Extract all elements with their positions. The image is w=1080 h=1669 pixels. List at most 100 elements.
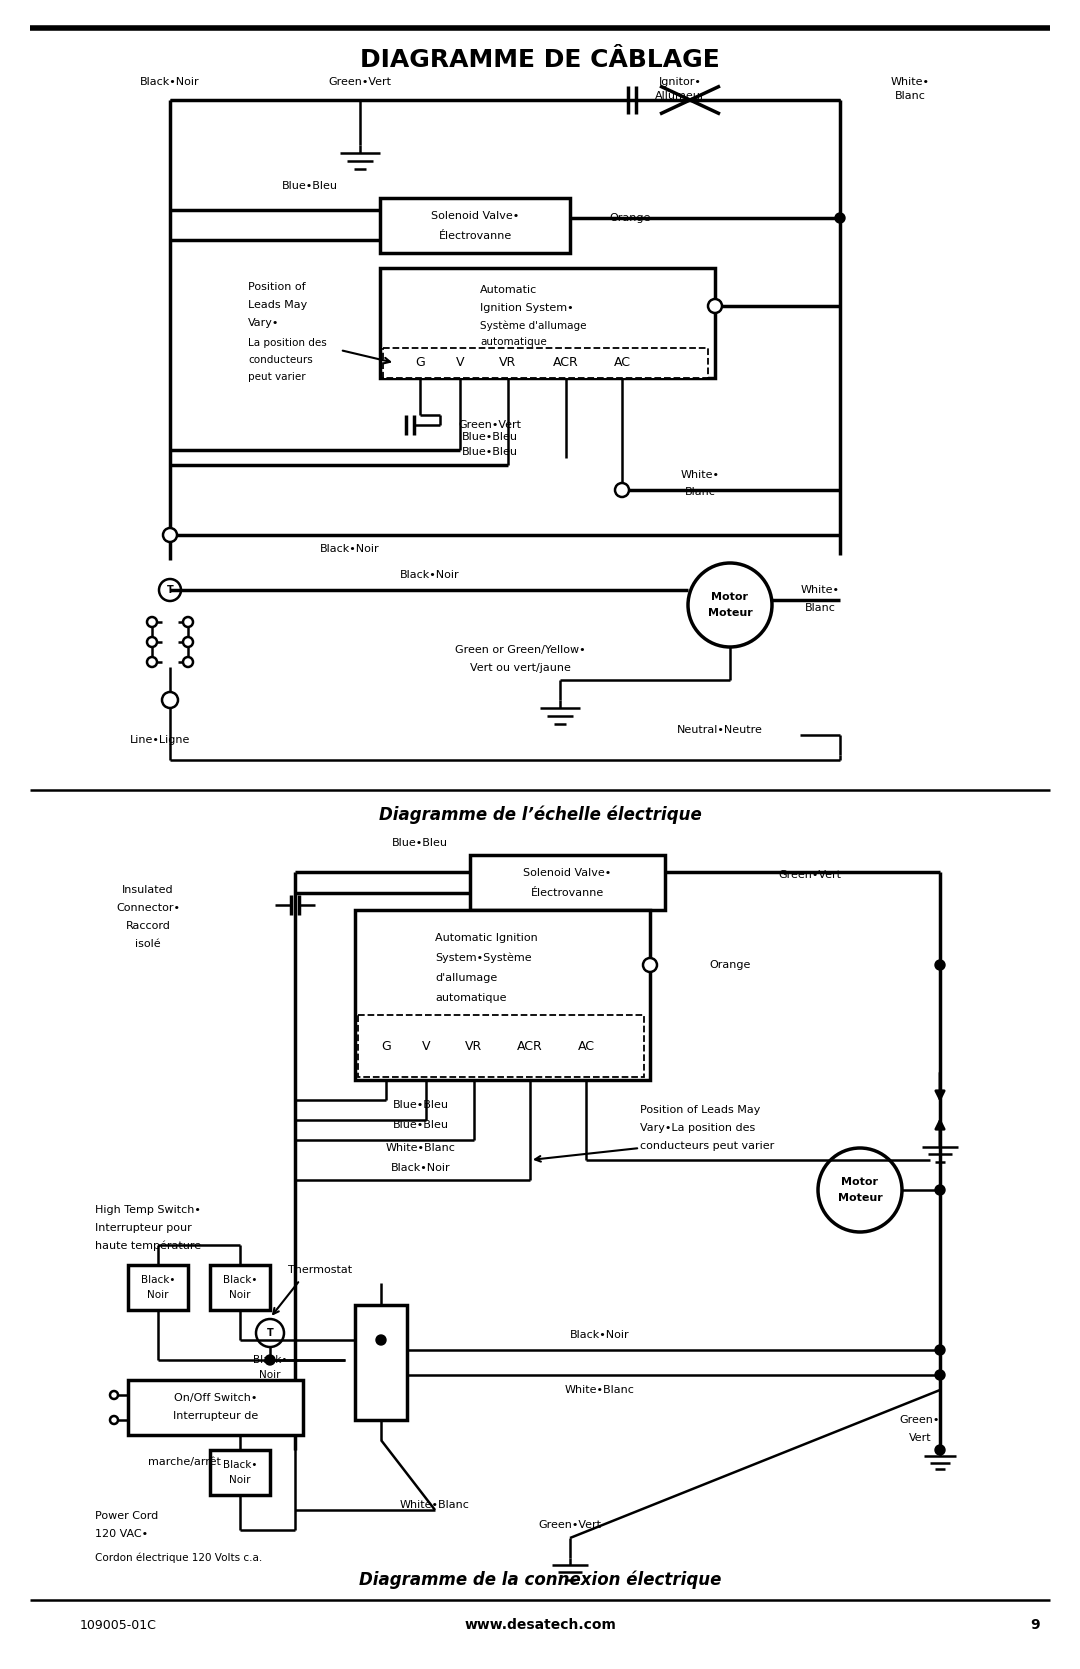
Text: d'allumage: d'allumage [435, 973, 497, 983]
Circle shape [110, 1390, 118, 1399]
Text: Motor: Motor [841, 1177, 878, 1187]
Circle shape [183, 638, 193, 648]
Bar [355, 910, 650, 1080]
Text: White•: White• [680, 471, 719, 481]
Text: Black•: Black• [222, 1275, 257, 1285]
Text: 109005-01C: 109005-01C [80, 1619, 157, 1632]
Circle shape [835, 214, 845, 224]
Text: automatique: automatique [480, 337, 546, 347]
Text: Black•Noir: Black•Noir [391, 1163, 450, 1173]
Text: Thermostat: Thermostat [288, 1265, 352, 1275]
Text: Vert ou vert/jaune: Vert ou vert/jaune [470, 663, 570, 673]
Text: Line•Ligne: Line•Ligne [130, 734, 190, 744]
Text: Moteur: Moteur [707, 608, 753, 618]
Text: isolé: isolé [135, 940, 161, 950]
Text: Green•Vert: Green•Vert [779, 870, 841, 880]
Text: 9: 9 [1030, 1617, 1040, 1632]
Bar [380, 269, 715, 377]
Circle shape [147, 638, 157, 648]
Text: Neutral•Neutre: Neutral•Neutre [677, 724, 762, 734]
Text: marche/arrêt: marche/arrêt [148, 1457, 221, 1467]
Text: Blue•Bleu: Blue•Bleu [392, 838, 448, 848]
Text: AC: AC [613, 357, 631, 369]
Circle shape [935, 1370, 945, 1380]
Text: V: V [456, 357, 464, 369]
Text: Green•Vert: Green•Vert [328, 77, 391, 87]
Text: peut varier: peut varier [248, 372, 306, 382]
Text: Blue•Bleu: Blue•Bleu [462, 432, 518, 442]
Text: Leads May: Leads May [248, 300, 307, 310]
Bar [383, 349, 708, 377]
Text: Automatic Ignition: Automatic Ignition [435, 933, 538, 943]
Text: Black•Noir: Black•Noir [570, 1330, 630, 1340]
Text: T: T [166, 586, 174, 596]
Text: Position of: Position of [248, 282, 306, 292]
Circle shape [147, 618, 157, 628]
Text: White•Blanc: White•Blanc [386, 1143, 456, 1153]
Text: 120 VAC•: 120 VAC• [95, 1529, 148, 1539]
Text: Solenoid Valve•: Solenoid Valve• [431, 210, 519, 220]
Circle shape [708, 299, 723, 314]
Text: Black•: Black• [253, 1355, 287, 1365]
Text: High Temp Switch•: High Temp Switch• [95, 1205, 201, 1215]
Text: Solenoid Valve•: Solenoid Valve• [524, 868, 611, 878]
Text: G: G [415, 357, 424, 369]
Text: Blanc: Blanc [894, 92, 926, 102]
Text: www.desatech.com: www.desatech.com [464, 1617, 616, 1632]
Text: White•: White• [891, 77, 930, 87]
Circle shape [147, 658, 157, 668]
Text: conducteurs: conducteurs [248, 355, 313, 366]
Text: Système d'allumage: Système d'allumage [480, 320, 586, 330]
Text: On/Off Switch•: On/Off Switch• [174, 1394, 258, 1404]
Circle shape [183, 618, 193, 628]
Bar [210, 1450, 270, 1495]
Text: Interrupteur pour: Interrupteur pour [95, 1223, 192, 1233]
Text: Vary•La position des: Vary•La position des [640, 1123, 755, 1133]
Bar [129, 1380, 303, 1435]
Text: Électrovanne: Électrovanne [438, 230, 512, 240]
Circle shape [163, 527, 177, 542]
Text: Blue•Bleu: Blue•Bleu [393, 1120, 449, 1130]
Text: Blanc: Blanc [805, 603, 836, 613]
Text: Raccord: Raccord [125, 921, 171, 931]
Text: White•Blanc: White•Blanc [400, 1500, 470, 1510]
Text: Ignitor•: Ignitor• [659, 77, 701, 87]
Text: T: T [267, 1329, 273, 1339]
Text: Vary•: Vary• [248, 319, 280, 329]
Text: Insulated: Insulated [122, 885, 174, 895]
Text: Vert: Vert [908, 1434, 931, 1444]
Text: Moteur: Moteur [838, 1193, 882, 1203]
Text: VR: VR [499, 357, 516, 369]
Text: Noir: Noir [259, 1370, 281, 1380]
Text: conducteurs peut varier: conducteurs peut varier [640, 1142, 774, 1152]
Text: Black•: Black• [140, 1275, 175, 1285]
Circle shape [615, 482, 629, 497]
Text: Noir: Noir [147, 1290, 168, 1300]
Text: ACR: ACR [553, 357, 579, 369]
Text: Blue•Bleu: Blue•Bleu [282, 180, 338, 190]
Text: Blue•Bleu: Blue•Bleu [393, 1100, 449, 1110]
Text: Orange: Orange [710, 960, 751, 970]
Text: DIAGRAMME DE CÂBLAGE: DIAGRAMME DE CÂBLAGE [360, 48, 720, 72]
Circle shape [110, 1415, 118, 1424]
Text: Diagramme de l’échelle électrique: Diagramme de l’échelle électrique [379, 806, 701, 824]
Bar [355, 1305, 407, 1420]
Text: Allumeur: Allumeur [654, 92, 705, 102]
Bar [380, 199, 570, 254]
Text: System•Système: System•Système [435, 953, 531, 963]
Circle shape [643, 958, 657, 971]
Circle shape [935, 960, 945, 970]
Text: White•: White• [800, 586, 839, 596]
Text: Black•Noir: Black•Noir [140, 77, 200, 87]
Circle shape [162, 693, 178, 708]
Text: Black•Noir: Black•Noir [401, 571, 460, 581]
Text: Green•Vert: Green•Vert [459, 421, 522, 431]
Circle shape [265, 1355, 275, 1365]
Text: Position of Leads May: Position of Leads May [640, 1105, 760, 1115]
Text: Électrovanne: Électrovanne [531, 888, 604, 898]
Text: Connector•: Connector• [116, 903, 180, 913]
Circle shape [183, 658, 193, 668]
Text: Black•: Black• [222, 1460, 257, 1470]
Circle shape [935, 1445, 945, 1455]
Text: Green•Vert: Green•Vert [539, 1520, 602, 1530]
